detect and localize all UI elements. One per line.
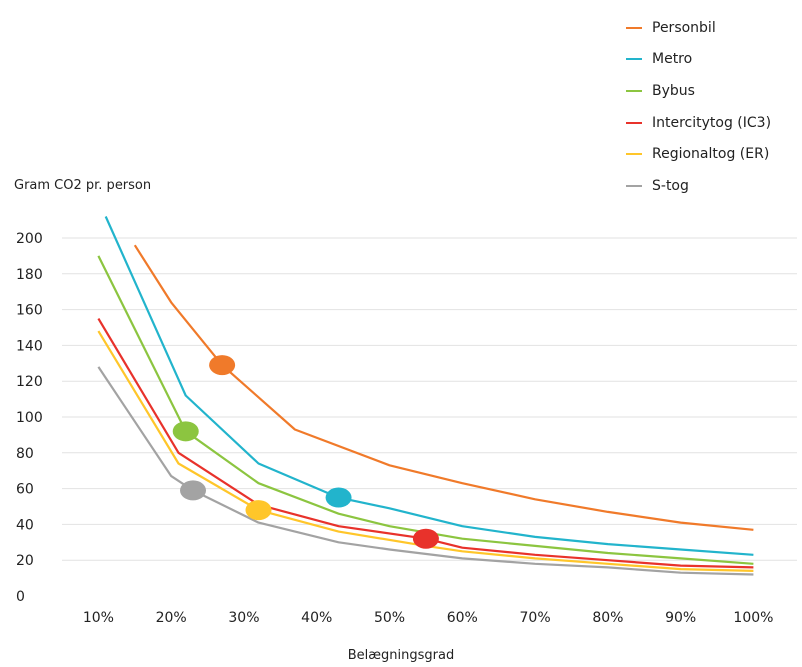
series-marker-metro (325, 487, 352, 508)
legend-item-bybus: Bybus (626, 75, 771, 107)
y-tick-label: 20 (16, 553, 34, 569)
x-axis-label: Belægningsgrad (347, 648, 455, 663)
y-axis-ticks: 0 20 40 60 80 100 120 140 160 180 200 (16, 231, 43, 605)
x-tick-label: 20% (156, 610, 187, 626)
x-tick-label: 80% (592, 610, 623, 626)
x-tick-label: 90% (665, 610, 696, 626)
legend-label: Metro (652, 51, 693, 68)
legend-item-personbil: Personbil (626, 12, 771, 44)
legend-label: Regionaltog (ER) (652, 146, 770, 163)
legend-label: S-tog (652, 177, 689, 194)
legend-item-regionaltog: Regionaltog (ER) (626, 138, 771, 170)
legend-swatch-bybus (626, 89, 642, 92)
series-marker-intercitytog-ic3 (412, 528, 439, 549)
series-line-personbil (133, 244, 754, 531)
x-tick-label: 10% (83, 610, 114, 626)
legend-swatch-s-tog (626, 184, 642, 187)
series-line-intercitytog-ic3 (97, 318, 754, 569)
series-marker-bybus (172, 421, 199, 442)
legend-item-metro: Metro (626, 44, 771, 76)
series-lines (97, 216, 754, 576)
legend-swatch-regionaltog (626, 153, 642, 156)
series-markers (172, 355, 439, 549)
series-marker-personbil (209, 355, 236, 376)
legend-swatch-personbil (626, 26, 642, 29)
y-tick-label: 200 (16, 231, 43, 247)
legend-item-intercitytog: Intercitytog (IC3) (626, 107, 771, 139)
y-axis-label: Gram CO2 pr. person (14, 178, 152, 193)
x-tick-label: 100% (733, 610, 773, 626)
series-line-metro (104, 216, 754, 556)
legend-item-s-tog: S-tog (626, 170, 771, 202)
series-line-regionaltog-er (97, 330, 754, 572)
y-tick-label: 80 (16, 446, 34, 462)
legend-swatch-intercitytog (626, 121, 642, 124)
legend-label: Personbil (652, 19, 716, 36)
y-tick-label: 0 (16, 589, 25, 605)
x-tick-label: 60% (447, 610, 478, 626)
y-tick-label: 180 (16, 267, 43, 283)
y-tick-label: 160 (16, 303, 43, 319)
x-tick-label: 30% (228, 610, 259, 626)
series-marker-regionaltog-er (245, 500, 272, 521)
series-marker-s-tog (180, 480, 207, 501)
legend-swatch-metro (626, 58, 642, 61)
x-tick-label: 40% (301, 610, 332, 626)
y-tick-label: 120 (16, 374, 43, 390)
legend-label: Bybus (652, 82, 695, 99)
y-tick-label: 100 (16, 410, 43, 426)
y-tick-label: 40 (16, 517, 34, 533)
legend-label: Intercitytog (IC3) (652, 114, 772, 131)
x-tick-label: 70% (520, 610, 551, 626)
x-tick-label: 50% (374, 610, 405, 626)
y-tick-label: 60 (16, 482, 34, 498)
x-axis-ticks: 10% 20% 30% 40% 50% 60% 70% 80% 90% 100% (83, 610, 774, 626)
grid-lines (62, 237, 797, 561)
legend: Personbil Metro Bybus Intercitytog (IC3)… (626, 12, 771, 202)
y-tick-label: 140 (16, 338, 43, 354)
